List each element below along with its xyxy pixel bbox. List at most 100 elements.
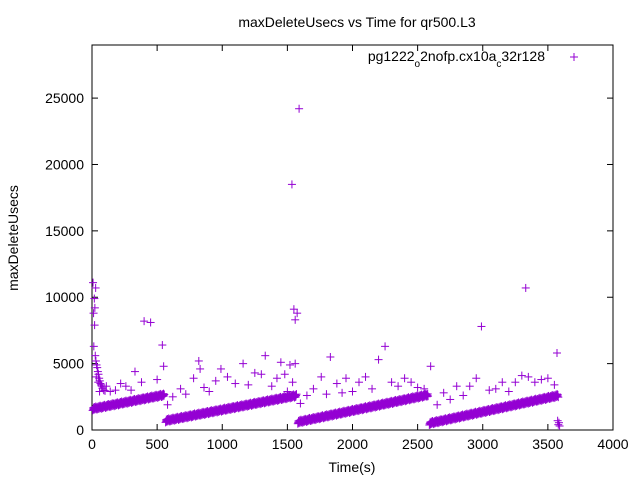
data-point [459, 391, 468, 400]
data-point [91, 356, 100, 365]
x-tick-label: 3000 [467, 436, 498, 452]
data-point [89, 342, 98, 351]
chart-title: maxDeleteUsecs vs Time for qr500.L3 [238, 14, 476, 30]
data-point [130, 367, 139, 376]
data-point [111, 386, 120, 395]
data-point [439, 388, 448, 397]
x-tick-label: 3500 [532, 436, 563, 452]
x-tick-label: 2000 [337, 436, 368, 452]
legend-text-part: pg1222 [368, 48, 415, 64]
data-point [285, 360, 294, 369]
data-point [239, 359, 248, 368]
data-point [276, 358, 285, 367]
data-point [223, 372, 232, 381]
legend: pg1222o2nofp.cx10ac32r128 [368, 48, 578, 70]
legend-label: pg1222o2nofp.cx10ac32r128 [368, 48, 545, 70]
data-point [293, 309, 302, 318]
data-point [95, 387, 104, 396]
data-point [517, 371, 526, 380]
data-point [477, 322, 486, 331]
data-point [485, 386, 494, 395]
legend-text-part: c [496, 59, 501, 70]
data-point [426, 362, 435, 371]
x-axis-label: Time(s) [329, 459, 376, 475]
data-point [472, 374, 481, 383]
legend-text-part: o [415, 59, 421, 70]
x-tick-label: 1000 [207, 436, 238, 452]
data-point [553, 416, 562, 425]
data-point [309, 384, 318, 393]
data-points [88, 104, 564, 431]
data-point [153, 375, 162, 384]
data-point [287, 180, 296, 189]
data-point [283, 387, 292, 396]
legend-text-part: 2nofp.cx10a [420, 48, 496, 64]
data-point [205, 387, 214, 396]
data-point [491, 384, 500, 393]
data-point [91, 351, 100, 360]
data-point [530, 378, 539, 387]
data-point [394, 382, 403, 391]
data-point [211, 376, 220, 385]
data-point [91, 283, 100, 292]
data-point [158, 341, 167, 350]
legend-marker [570, 53, 578, 61]
data-point [194, 356, 203, 365]
data-point [94, 378, 103, 387]
y-tick-label: 0 [76, 422, 84, 438]
data-point [257, 370, 266, 379]
data-point [537, 375, 546, 384]
data-point [550, 380, 559, 389]
data-point [140, 317, 149, 326]
data-point [93, 363, 102, 372]
y-tick-label: 10000 [45, 289, 84, 305]
data-point [326, 352, 335, 361]
data-point [102, 382, 111, 391]
data-point [361, 372, 370, 381]
data-point [465, 382, 474, 391]
data-point [554, 420, 563, 429]
data-point [521, 283, 530, 292]
data-point [116, 379, 125, 388]
data-point [291, 315, 300, 324]
data-point [400, 374, 409, 383]
data-point [89, 309, 98, 318]
data-point [332, 379, 341, 388]
y-tick-label: 25000 [45, 90, 84, 106]
data-point [168, 392, 177, 401]
data-point [163, 400, 172, 409]
data-point [387, 378, 396, 387]
data-point [368, 384, 377, 393]
x-tick-label: 4000 [597, 436, 628, 452]
data-point [543, 374, 552, 383]
data-point [348, 387, 357, 396]
data-point [292, 390, 301, 399]
x-tick-label: 1500 [272, 436, 303, 452]
plot-frame [91, 44, 614, 431]
data-point [196, 364, 205, 373]
data-point [511, 378, 520, 387]
data-point [244, 380, 253, 389]
data-point [89, 278, 98, 287]
data-point [420, 384, 429, 393]
data-point [181, 390, 190, 399]
data-point [296, 399, 305, 408]
x-tick-label: 2500 [402, 436, 433, 452]
data-point [288, 378, 297, 387]
data-point [231, 379, 240, 388]
data-point [446, 395, 455, 404]
data-point [106, 387, 115, 396]
data-point [452, 382, 461, 391]
legend-text-part: 32r128 [501, 48, 545, 64]
data-point [90, 303, 99, 312]
data-point [189, 374, 198, 383]
y-axis-label: maxDeleteUsecs [5, 185, 21, 291]
data-point [555, 422, 564, 431]
data-point [272, 374, 281, 383]
data-point [121, 382, 130, 391]
x-axis: 0 500 1000 1500 2000 2500 3000 3500 4000 [88, 45, 629, 452]
x-tick-label: 0 [88, 436, 96, 452]
data-point [90, 294, 99, 303]
y-tick-label: 20000 [45, 156, 84, 172]
